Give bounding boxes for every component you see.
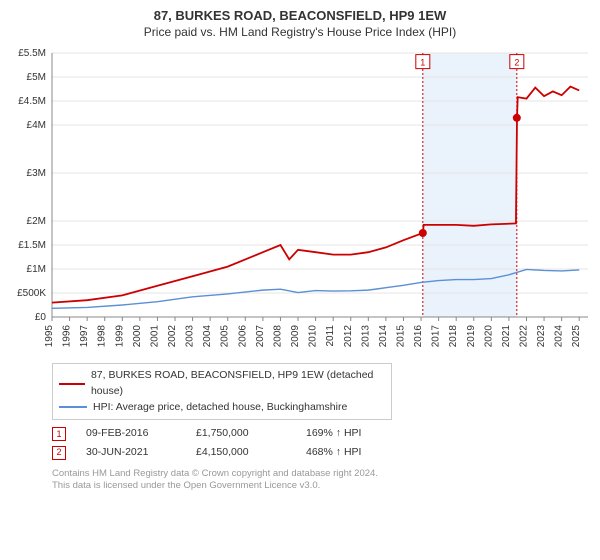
svg-text:1: 1	[420, 58, 425, 68]
svg-text:1997: 1997	[79, 325, 90, 348]
svg-text:2003: 2003	[185, 325, 196, 348]
marker-price: £1,750,000	[196, 424, 286, 443]
svg-text:2002: 2002	[167, 325, 178, 348]
svg-text:2009: 2009	[290, 325, 301, 348]
svg-text:2015: 2015	[395, 325, 406, 348]
svg-text:2023: 2023	[536, 325, 547, 348]
sale-markers-table: 1 09-FEB-2016 £1,750,000 169% ↑ HPI 2 30-JUN-…	[52, 424, 592, 462]
svg-text:2025: 2025	[571, 325, 582, 348]
svg-text:2007: 2007	[255, 325, 266, 348]
svg-text:1999: 1999	[114, 325, 125, 348]
chart-container: £0 £500K £1M £1.5M £2M £3M £4M £4.5M £5M £5.5M 199…	[8, 47, 592, 357]
svg-text:£2M: £2M	[27, 216, 46, 227]
legend-label: HPI: Average price, detached house, Buck…	[93, 400, 347, 416]
svg-text:£4M: £4M	[27, 120, 46, 131]
legend-label: 87, BURKES ROAD, BEACONSFIELD, HP9 1EW (…	[91, 368, 385, 400]
svg-text:2001: 2001	[149, 325, 160, 348]
svg-text:£5.5M: £5.5M	[18, 48, 46, 59]
legend-swatch	[59, 383, 85, 385]
svg-text:2: 2	[514, 58, 519, 68]
marker-number-box: 1	[52, 427, 66, 441]
svg-text:2017: 2017	[431, 325, 442, 348]
svg-text:£0: £0	[35, 312, 47, 323]
svg-text:2008: 2008	[272, 325, 283, 348]
marker-row: 2 30-JUN-2021 £4,150,000 468% ↑ HPI	[52, 443, 592, 462]
svg-text:2006: 2006	[237, 325, 248, 348]
svg-text:£5M: £5M	[27, 72, 46, 83]
svg-text:2024: 2024	[554, 325, 565, 348]
svg-text:2010: 2010	[308, 325, 319, 348]
svg-text:2019: 2019	[466, 325, 477, 348]
svg-text:1998: 1998	[97, 325, 108, 348]
marker-number-box: 2	[52, 446, 66, 460]
svg-text:2018: 2018	[448, 325, 459, 348]
svg-text:2004: 2004	[202, 325, 213, 348]
svg-text:2012: 2012	[343, 325, 354, 348]
svg-text:£500K: £500K	[17, 288, 46, 299]
marker-row: 1 09-FEB-2016 £1,750,000 169% ↑ HPI	[52, 424, 592, 443]
svg-text:£1M: £1M	[27, 264, 46, 275]
footer-line-2: This data is licensed under the Open Gov…	[52, 480, 592, 492]
svg-text:1996: 1996	[62, 325, 73, 348]
svg-text:2016: 2016	[413, 325, 424, 348]
legend-swatch	[59, 406, 87, 408]
marker-pct: 169% ↑ HPI	[306, 424, 361, 443]
legend-row: 87, BURKES ROAD, BEACONSFIELD, HP9 1EW (…	[59, 368, 385, 400]
marker-date: 09-FEB-2016	[86, 424, 176, 443]
svg-text:1995: 1995	[44, 325, 55, 348]
svg-text:£1.5M: £1.5M	[18, 240, 46, 251]
svg-text:2013: 2013	[360, 325, 371, 348]
svg-text:£4.5M: £4.5M	[18, 96, 46, 107]
svg-text:£3M: £3M	[27, 168, 46, 179]
chart-title-1: 87, BURKES ROAD, BEACONSFIELD, HP9 1EW	[8, 8, 592, 23]
svg-text:2022: 2022	[518, 325, 529, 348]
legend-row: HPI: Average price, detached house, Buck…	[59, 400, 385, 416]
svg-text:2020: 2020	[483, 325, 494, 348]
svg-text:2011: 2011	[325, 325, 336, 347]
svg-text:2005: 2005	[220, 325, 231, 348]
legend: 87, BURKES ROAD, BEACONSFIELD, HP9 1EW (…	[52, 363, 392, 420]
marker-price: £4,150,000	[196, 443, 286, 462]
chart-title-2: Price paid vs. HM Land Registry's House …	[8, 25, 592, 39]
marker-date: 30-JUN-2021	[86, 443, 176, 462]
price-chart: £0 £500K £1M £1.5M £2M £3M £4M £4.5M £5M £5.5M 199…	[8, 47, 592, 357]
svg-text:2000: 2000	[132, 325, 143, 348]
svg-text:2021: 2021	[501, 325, 512, 348]
marker-pct: 468% ↑ HPI	[306, 443, 361, 462]
footer-line-1: Contains HM Land Registry data © Crown c…	[52, 468, 592, 480]
svg-text:2014: 2014	[378, 325, 389, 348]
footer-attribution: Contains HM Land Registry data © Crown c…	[52, 468, 592, 493]
